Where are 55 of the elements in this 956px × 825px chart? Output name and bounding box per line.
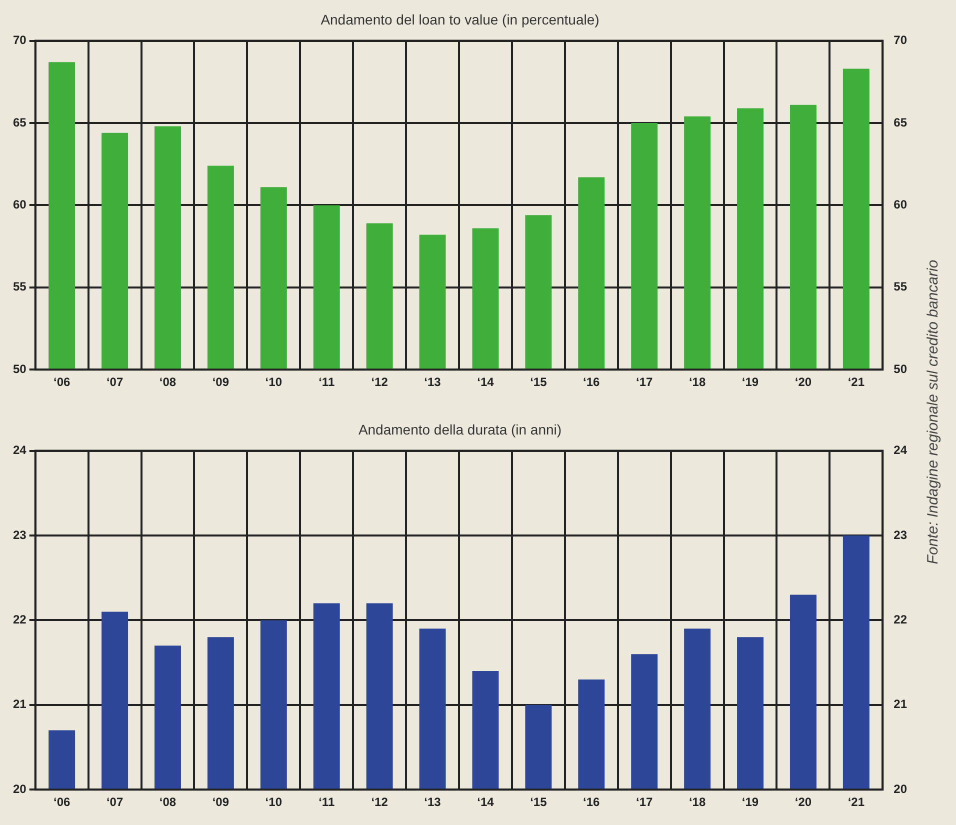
x-tick-label: ‘06	[53, 375, 70, 390]
y-tick-label: 60	[12, 198, 27, 212]
x-tick-label: ‘11	[318, 795, 335, 810]
x-tick-label: ‘12	[371, 795, 388, 810]
y2-tick-label: 20	[894, 782, 908, 796]
x-tick-label: ‘20	[794, 375, 812, 390]
x-tick-label: ‘17	[636, 795, 654, 810]
x-tick-label: ‘16	[583, 375, 600, 390]
y-tick-label: 70	[12, 33, 27, 48]
y-tick-label: 24	[12, 443, 27, 458]
x-tick-label: ‘14	[477, 375, 494, 390]
y2-tick-label: 65	[894, 115, 908, 130]
x-tick-label: ‘14	[477, 795, 494, 810]
y-tick-label: 55	[12, 280, 27, 294]
y2-tick-label: 24	[894, 443, 908, 458]
y2-tick-label: 23	[894, 528, 908, 542]
x-tick-label: ‘10	[265, 375, 282, 390]
x-tick-label: ‘12	[371, 375, 388, 390]
x-tick-label: ‘07	[106, 375, 124, 390]
y2-tick-label: 70	[894, 33, 908, 48]
y2-tick-label: 55	[894, 280, 908, 294]
y-tick-label: 50	[12, 362, 27, 376]
y-tick-label: 21	[12, 697, 27, 712]
y2-tick-label: 22	[894, 612, 908, 627]
x-tick-label: ‘13	[424, 375, 442, 390]
x-tick-label: ‘20	[794, 795, 812, 810]
x-tick-label: ‘17	[636, 375, 654, 390]
chart-title: Andamento della durata (in anni)	[358, 421, 562, 438]
x-tick-label: ‘21	[848, 375, 865, 390]
x-tick-label: ‘19	[742, 375, 759, 390]
y-tick-label: 20	[12, 782, 27, 796]
x-tick-label: ‘09	[212, 375, 230, 390]
x-tick-label: ‘11	[318, 375, 335, 390]
chart-title: Andamento del loan to value (in percentuale)	[320, 11, 600, 28]
y2-tick-label: 60	[894, 198, 908, 212]
x-tick-label: ‘15	[530, 375, 548, 390]
x-tick-label: ‘21	[848, 795, 865, 810]
x-tick-label: ‘18	[688, 795, 706, 810]
x-tick-label: ‘15	[530, 795, 548, 810]
x-tick-label: ‘08	[159, 795, 176, 810]
x-tick-label: ‘19	[742, 795, 759, 810]
x-tick-label: ‘06	[53, 795, 70, 810]
y-tick-label: 65	[12, 115, 27, 130]
x-tick-label: ‘10	[265, 795, 282, 810]
source-note: Fonte: Indagine regionale sul credito bancario	[924, 260, 942, 564]
y-tick-label: 23	[12, 528, 27, 542]
x-tick-label: ‘16	[583, 795, 600, 810]
y2-tick-label: 21	[894, 697, 908, 712]
x-tick-label: ‘08	[159, 375, 176, 390]
y2-tick-label: 50	[894, 362, 908, 376]
x-tick-label: ‘13	[424, 795, 442, 810]
y-tick-label: 22	[12, 612, 27, 627]
x-tick-label: ‘07	[106, 795, 124, 810]
x-tick-label: ‘18	[688, 375, 706, 390]
x-tick-label: ‘09	[212, 795, 230, 810]
